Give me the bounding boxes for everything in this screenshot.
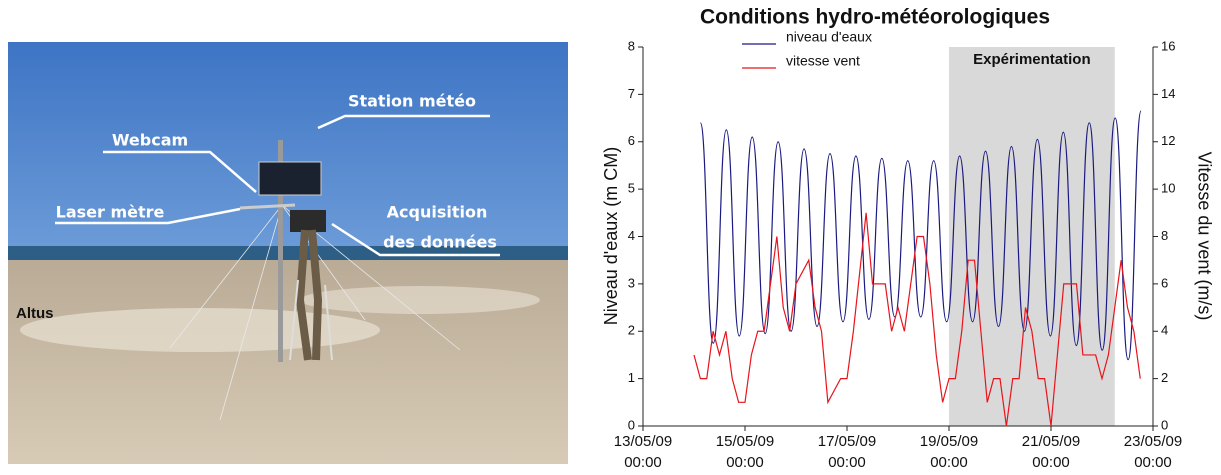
y-tick-label: 3 [628,275,635,290]
x-tick-label: 21/05/09 [1022,433,1080,450]
period-label: Expérimentation [973,51,1091,68]
x-tick-label: 15/05/09 [716,433,774,450]
photo: Station météo Webcam Laser mètre Acquisi… [8,42,568,464]
photo-label: Laser mètre [56,203,165,222]
photo-label: Altus [16,305,54,322]
y2-tick-label: 10 [1161,181,1175,196]
photo-label: des données [383,233,497,252]
y2-tick-label: 0 [1161,417,1168,432]
photo-label: Station météo [348,92,476,111]
y-tick-label: 8 [628,38,635,53]
y2-tick-label: 8 [1161,228,1168,243]
x-tick-label: 00:00 [624,454,662,471]
sand-patch [300,286,540,314]
x-tick-label: 23/05/09 [1124,433,1182,450]
x-tick-label: 00:00 [726,454,764,471]
x-tick-label: 13/05/09 [614,433,672,450]
laser-arm [239,203,296,210]
data-logger [290,210,326,232]
solar-panel [258,161,322,196]
experiment-period [949,47,1115,426]
y2-tick-label: 4 [1161,323,1168,338]
y-tick-label: 2 [628,323,635,338]
legend-label: vitesse vent [786,53,860,69]
y2-tick-label: 6 [1161,275,1168,290]
y-axis-label: Niveau d'eaux (m CM) [601,147,621,326]
sea [8,246,568,260]
y-tick-label: 6 [628,133,635,148]
y2-tick-label: 14 [1161,86,1175,101]
sand-patch [20,308,380,352]
y2-tick-label: 2 [1161,370,1168,385]
label-lines [55,114,500,257]
x-tick-label: 00:00 [828,454,866,471]
y2-tick-label: 16 [1161,38,1175,53]
photo-label: Acquisition [387,203,488,222]
series-line [699,110,1142,361]
y2-axis-label: Vitesse du vent (m/s) [1194,152,1214,321]
chart: Conditions hydro-météorologiques Niveau … [601,6,1215,471]
y-tick-label: 5 [628,181,635,196]
x-tick-label: 17/05/09 [818,433,876,450]
photo-label: Webcam [112,131,188,150]
person [295,229,323,361]
y-tick-label: 1 [628,370,635,385]
x-tick-label: 00:00 [1134,454,1172,471]
y-tick-label: 0 [628,417,635,432]
chart-title: Conditions hydro-météorologiques [700,6,1050,29]
legend-label: niveau d'eaux [786,29,872,45]
mast [278,140,283,362]
y-tick-label: 4 [628,228,635,243]
x-tick-label: 00:00 [930,454,968,471]
y-tick-label: 7 [628,86,635,101]
x-tick-label: 19/05/09 [920,433,978,450]
series-line [693,212,1141,427]
x-tick-label: 00:00 [1032,454,1070,471]
y2-tick-label: 12 [1161,133,1175,148]
ladder [289,279,333,361]
